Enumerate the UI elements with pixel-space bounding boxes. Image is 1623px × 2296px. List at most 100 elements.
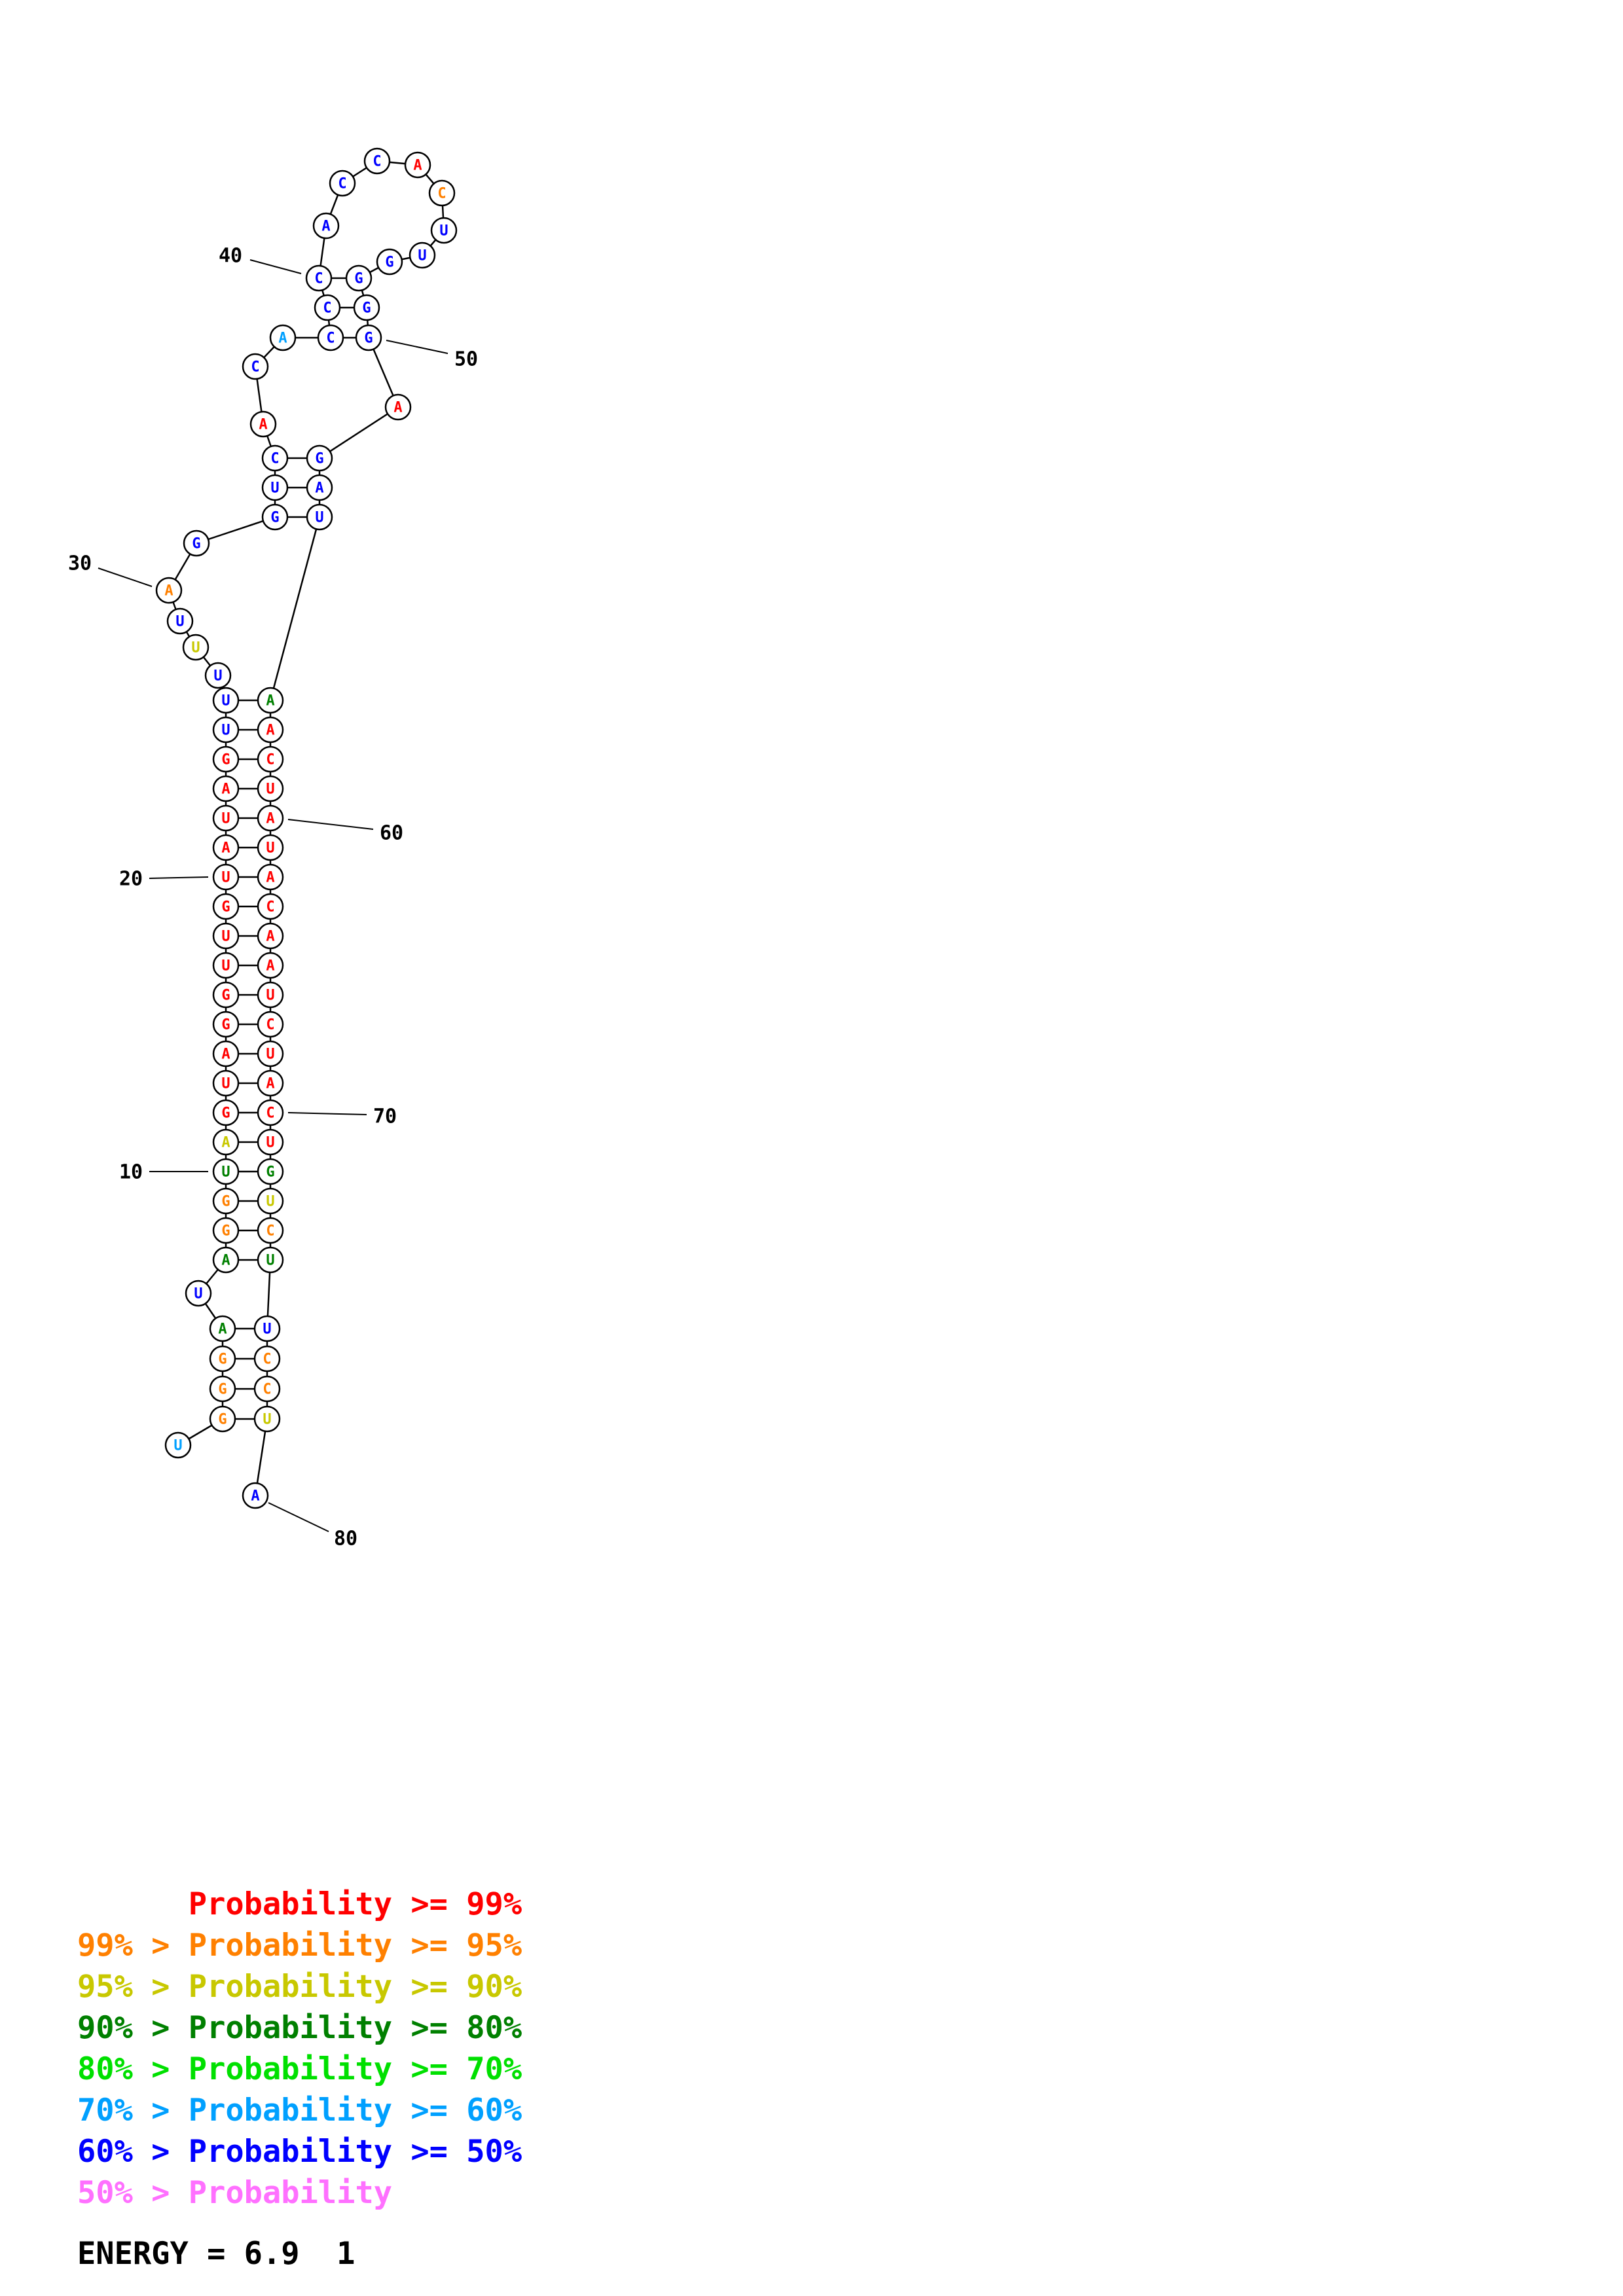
legend-row: Probability >= 99% (77, 1886, 522, 1922)
nucleotide-base-31-G: G (192, 536, 200, 552)
nucleotide-base-74-C: C (266, 1223, 274, 1240)
nucleotide-base-46-U: U (439, 223, 448, 240)
position-label-60: 60 (380, 822, 403, 845)
nucleotide-14 (212, 1040, 240, 1067)
nucleotide-57 (257, 716, 284, 744)
nucleotide-base-4-G: G (218, 1352, 227, 1368)
nucleotide-4 (209, 1345, 236, 1372)
nucleotide-77 (253, 1345, 281, 1372)
nucleotide-7 (212, 1246, 240, 1274)
nucleotide-base-75-U: U (266, 1253, 274, 1269)
nucleotide-base-36-C: C (251, 359, 259, 376)
nucleotide-17 (212, 952, 240, 979)
position-label-40: 40 (219, 245, 242, 268)
nucleotide-1 (164, 1431, 192, 1459)
nucleotide-36 (242, 353, 269, 380)
nucleotide-base-63-C: C (266, 899, 274, 916)
nucleotide-13 (212, 1069, 240, 1097)
energy-label: ENERGY = 6.9 1 (77, 2236, 356, 2272)
nucleotide-base-23-A: A (221, 781, 230, 798)
nucleotide-24 (212, 745, 240, 773)
nucleotide-33 (261, 474, 289, 501)
nucleotide-27 (204, 662, 232, 689)
backbone-bond (196, 516, 276, 545)
position-leader-line (249, 259, 302, 274)
nucleotide-40 (305, 264, 333, 292)
nucleotide-70 (257, 1099, 284, 1126)
nucleotide-55 (306, 503, 333, 531)
nucleotide-base-50-G: G (362, 300, 371, 317)
nucleotide-base-78-C: C (263, 1382, 271, 1398)
nucleotide-base-10-U: U (221, 1164, 230, 1181)
legend-row: 95% > Probability >= 90% (77, 1969, 522, 2005)
nucleotide-29 (166, 607, 194, 635)
nucleotide-56 (257, 687, 284, 714)
position-label-70: 70 (373, 1105, 397, 1128)
position-leader-line (386, 340, 448, 354)
nucleotide-32 (261, 503, 289, 531)
nucleotide-35 (249, 410, 277, 438)
nucleotide-8 (212, 1217, 240, 1244)
nucleotide-base-49-G: G (354, 271, 363, 287)
nucleotide-base-61-U: U (266, 840, 274, 857)
nucleotide-base-79-U: U (263, 1412, 271, 1428)
legend-row: 50% > Probability (77, 2175, 393, 2211)
nucleotide-65 (257, 952, 284, 979)
nucleotide-5 (209, 1315, 236, 1342)
nucleotide-19 (212, 893, 240, 920)
nucleotide-15 (212, 1011, 240, 1038)
nucleotide-base-65-A: A (266, 958, 274, 975)
nucleotide-base-48-G: G (385, 255, 393, 271)
position-label-80: 80 (334, 1528, 357, 1551)
nucleotide-base-7-A: A (221, 1253, 230, 1269)
nucleotide-base-42-C: C (338, 176, 346, 192)
nucleotide-41 (312, 212, 340, 240)
nucleotide-base-45-C: C (437, 186, 446, 202)
nucleotide-59 (257, 775, 284, 802)
nucleotide-base-21-A: A (221, 840, 230, 857)
nucleotide-45 (428, 179, 456, 207)
nucleotide-base-38-C: C (326, 331, 335, 347)
nucleotide-base-28-U: U (191, 640, 200, 656)
nucleotide-base-34-C: C (270, 451, 279, 467)
nucleotide-54 (306, 474, 333, 501)
position-leader-line (149, 876, 209, 879)
nucleotide-10 (212, 1158, 240, 1185)
nucleotide-base-30-A: A (164, 583, 173, 600)
nucleotide-52 (384, 393, 412, 421)
legend-row: 99% > Probability >= 95% (77, 1928, 522, 1964)
nucleotide-73 (257, 1187, 284, 1215)
nucleotide-base-43-C: C (373, 154, 381, 170)
nucleotide-base-40-C: C (314, 271, 323, 287)
nucleotide-base-62-A: A (266, 870, 274, 886)
nucleotide-49 (345, 264, 373, 292)
legend-row: 60% > Probability >= 50% (77, 2134, 522, 2170)
nucleotide-base-1-U: U (173, 1438, 182, 1454)
nucleotide-64 (257, 922, 284, 950)
nucleotide-base-5-A: A (218, 1321, 227, 1338)
nucleotide-51 (355, 324, 382, 351)
nucleotide-base-37-A: A (278, 331, 287, 347)
nucleotide-base-71-U: U (266, 1135, 274, 1151)
nucleotide-base-3-G: G (218, 1382, 227, 1398)
nucleotide-base-64-A: A (266, 929, 274, 945)
nucleotide-67 (257, 1011, 284, 1038)
nucleotide-base-44-A: A (413, 158, 422, 174)
nucleotide-base-6-U: U (194, 1286, 202, 1302)
nucleotide-base-66-U: U (266, 988, 274, 1004)
nucleotide-base-25-U: U (221, 723, 230, 739)
nucleotide-39 (314, 294, 341, 321)
nucleotide-base-29-U: U (175, 614, 184, 630)
nucleotide-80 (242, 1482, 269, 1509)
nucleotide-50 (353, 294, 380, 321)
nucleotide-25 (212, 716, 240, 744)
nucleotide-46 (430, 217, 458, 244)
nucleotide-37 (269, 324, 297, 351)
nucleotide-base-77-C: C (263, 1352, 271, 1368)
nucleotide-base-51-G: G (364, 331, 373, 347)
nucleotide-base-76-U: U (263, 1321, 271, 1338)
nucleotide-base-68-U: U (266, 1047, 274, 1063)
nucleotide-base-69-A: A (266, 1076, 274, 1092)
nucleotide-62 (257, 863, 284, 891)
